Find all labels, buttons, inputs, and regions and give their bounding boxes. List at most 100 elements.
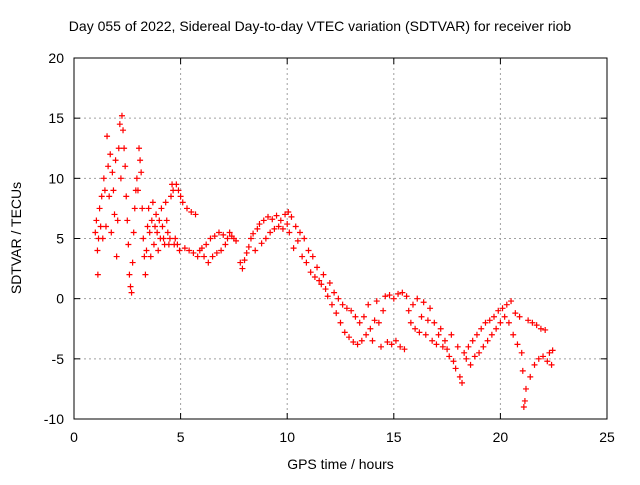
data-point: [286, 229, 293, 236]
data-point: [384, 338, 391, 345]
data-point: [367, 325, 374, 332]
data-point: [418, 313, 425, 320]
data-point: [429, 337, 436, 344]
data-point: [328, 301, 335, 308]
data-point: [265, 213, 272, 220]
data-point: [299, 253, 306, 260]
data-point: [113, 253, 120, 260]
data-point: [172, 235, 179, 242]
data-point: [412, 325, 419, 332]
data-point: [105, 163, 112, 170]
data-point: [380, 307, 387, 314]
data-point: [356, 319, 363, 326]
data-point: [222, 241, 229, 248]
data-point: [111, 211, 118, 218]
data-point: [346, 334, 353, 341]
data-point: [158, 205, 165, 212]
data-point: [153, 211, 160, 218]
data-point: [311, 274, 318, 281]
data-point: [371, 317, 378, 324]
data-series: [92, 112, 556, 410]
data-point: [154, 229, 161, 236]
data-point: [505, 319, 512, 326]
data-point: [424, 317, 431, 324]
x-axis-label: GPS time / hours: [287, 456, 394, 472]
data-point: [341, 329, 348, 336]
x-tick-label: 0: [70, 429, 78, 445]
data-point: [239, 265, 246, 272]
data-point: [292, 223, 299, 230]
data-point: [405, 307, 412, 314]
data-point: [395, 290, 402, 297]
data-point: [446, 353, 453, 360]
data-point: [288, 213, 295, 220]
data-point: [461, 349, 468, 356]
data-point: [116, 121, 123, 128]
data-point: [437, 325, 444, 332]
data-point: [497, 319, 504, 326]
y-tick-label: 15: [48, 110, 64, 126]
data-point: [160, 235, 167, 242]
data-point: [190, 249, 197, 256]
data-point: [358, 337, 365, 344]
data-point: [459, 379, 466, 386]
y-tick-label: -10: [44, 411, 64, 427]
data-point: [301, 235, 308, 242]
data-point: [245, 243, 252, 250]
data-point: [343, 305, 350, 312]
data-point: [285, 209, 292, 216]
data-point: [100, 175, 107, 182]
data-point: [94, 271, 101, 278]
data-point: [203, 241, 210, 248]
data-point: [220, 231, 227, 238]
y-tick-label: -5: [52, 351, 65, 367]
data-point: [448, 331, 455, 338]
data-point: [211, 233, 218, 240]
data-point: [122, 163, 129, 170]
data-point: [149, 199, 156, 206]
data-point: [121, 145, 128, 152]
data-point: [136, 145, 143, 152]
data-point: [392, 337, 399, 344]
data-point: [152, 223, 159, 230]
data-point: [525, 317, 532, 324]
data-point: [439, 343, 446, 350]
data-point: [181, 245, 188, 252]
data-point: [145, 205, 152, 212]
data-point: [290, 245, 297, 252]
data-point: [168, 193, 175, 200]
data-point: [179, 199, 186, 206]
data-point: [125, 241, 132, 248]
data-point: [537, 325, 544, 332]
data-point: [117, 175, 124, 182]
data-point: [318, 281, 325, 288]
data-point: [465, 343, 472, 350]
data-point: [138, 169, 145, 176]
data-point: [294, 237, 301, 244]
data-point: [226, 229, 233, 236]
data-point: [101, 187, 108, 194]
data-point: [128, 289, 135, 296]
data-point: [198, 245, 205, 252]
data-point: [365, 301, 372, 308]
data-point: [444, 346, 451, 353]
y-axis-label: SDTVAR / TECUs: [8, 181, 24, 295]
data-point: [176, 247, 183, 254]
data-point: [148, 217, 155, 224]
chart-title: Day 055 of 2022, Sidereal Day-to-day VTE…: [68, 18, 572, 34]
data-point: [512, 310, 519, 317]
data-point: [173, 181, 180, 188]
data-point: [279, 225, 286, 232]
data-point: [433, 341, 440, 348]
data-point: [548, 361, 555, 368]
data-point: [159, 223, 166, 230]
data-point: [162, 199, 169, 206]
data-point: [333, 310, 340, 317]
data-point: [98, 193, 105, 200]
data-point: [519, 367, 526, 374]
data-point: [109, 169, 116, 176]
data-point: [96, 205, 103, 212]
data-point: [516, 313, 523, 320]
data-point: [549, 347, 556, 354]
data-point: [518, 349, 525, 356]
